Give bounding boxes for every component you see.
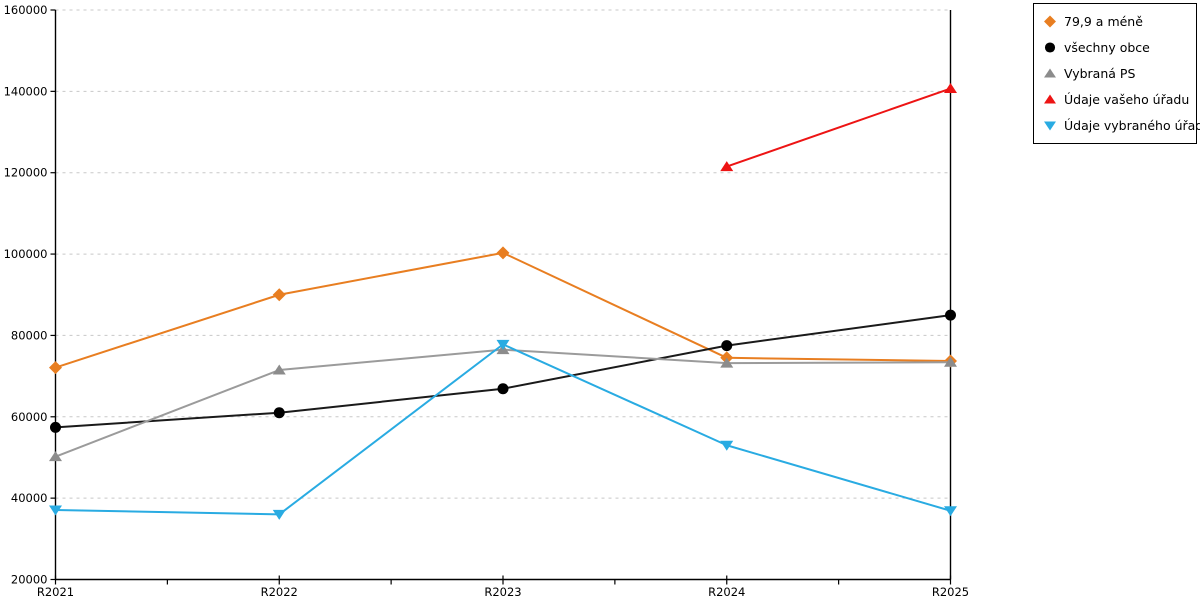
series-line [54, 314, 952, 429]
triangle-up-marker-icon [720, 357, 734, 368]
series-line [54, 348, 952, 458]
series-line [54, 343, 952, 516]
legend-triangle-up-icon [1044, 68, 1056, 78]
x-tick-label: R2025 [932, 585, 969, 599]
diamond-marker-icon [1044, 15, 1056, 28]
y-tick-label: 120000 [4, 166, 48, 180]
triangle-up-marker-icon [1044, 68, 1056, 78]
legend-item-label: Údaje vybraného úřadu [1064, 118, 1200, 133]
legend-item-label: Vybraná PS [1064, 66, 1136, 81]
y-tick-label: 140000 [4, 84, 48, 98]
diamond-marker-icon [496, 246, 510, 260]
series-0 [49, 246, 957, 375]
triangle-up-marker-icon [1044, 94, 1056, 104]
series-1 [50, 309, 956, 433]
legend-item: 79,9 a méně [1043, 14, 1187, 29]
series-4 [49, 339, 957, 520]
legend-item: Údaje vašeho úřadu [1043, 92, 1190, 107]
triangle-down-marker-icon [496, 339, 510, 350]
triangle-up-marker-icon [944, 356, 957, 367]
legend-circle-icon [1044, 42, 1056, 53]
y-tick-label: 60000 [11, 410, 48, 424]
circle-marker-icon [273, 407, 285, 419]
y-tick-label: 40000 [11, 491, 48, 505]
diamond-marker-icon [49, 361, 62, 375]
legend-item-label: všechny obce [1064, 40, 1150, 55]
series-2 [49, 344, 957, 462]
x-tick-label: R2023 [484, 585, 521, 599]
legend-item: všechny obce [1043, 40, 1187, 55]
triangle-up-marker-icon [944, 83, 957, 94]
legend-diamond-icon [1044, 15, 1056, 28]
triangle-up-marker-icon [49, 451, 62, 462]
y-tick-label: 100000 [4, 247, 48, 261]
legend-item: Vybraná PS [1043, 66, 1187, 81]
triangle-up-marker-icon [720, 161, 734, 172]
series-3 [720, 83, 957, 172]
legend: 79,9 a méně všechny obce Vybraná PS Údaje v… [1033, 3, 1200, 144]
circle-marker-icon [721, 340, 733, 352]
triangle-down-marker-icon [1044, 121, 1056, 131]
circle-marker-icon [1044, 42, 1056, 53]
y-tick-label: 20000 [11, 573, 48, 587]
triangle-down-marker-icon [272, 509, 286, 520]
circle-marker-icon [945, 309, 956, 321]
diamond-marker-icon [272, 288, 286, 302]
circle-marker-icon [497, 383, 509, 395]
legend-item-label: Údaje vašeho úřadu [1064, 92, 1190, 107]
x-tick-label: R2021 [37, 585, 74, 599]
legend-item-label: 79,9 a méně [1064, 14, 1143, 29]
x-tick-label: R2022 [261, 585, 298, 599]
legend-triangle-up-icon [1044, 94, 1056, 104]
legend-item: Údaje vybraného úřadu [1043, 118, 1200, 133]
x-tick-label: R2024 [708, 585, 745, 599]
y-tick-label: 160000 [4, 3, 48, 17]
triangle-down-marker-icon [720, 440, 734, 451]
series-line [725, 87, 952, 168]
triangle-down-marker-icon [49, 505, 62, 516]
y-tick-label: 80000 [11, 328, 48, 342]
triangle-up-marker-icon [272, 364, 286, 375]
legend-triangle-down-icon [1044, 121, 1056, 131]
circle-marker-icon [50, 421, 61, 433]
triangle-down-marker-icon [944, 506, 957, 517]
